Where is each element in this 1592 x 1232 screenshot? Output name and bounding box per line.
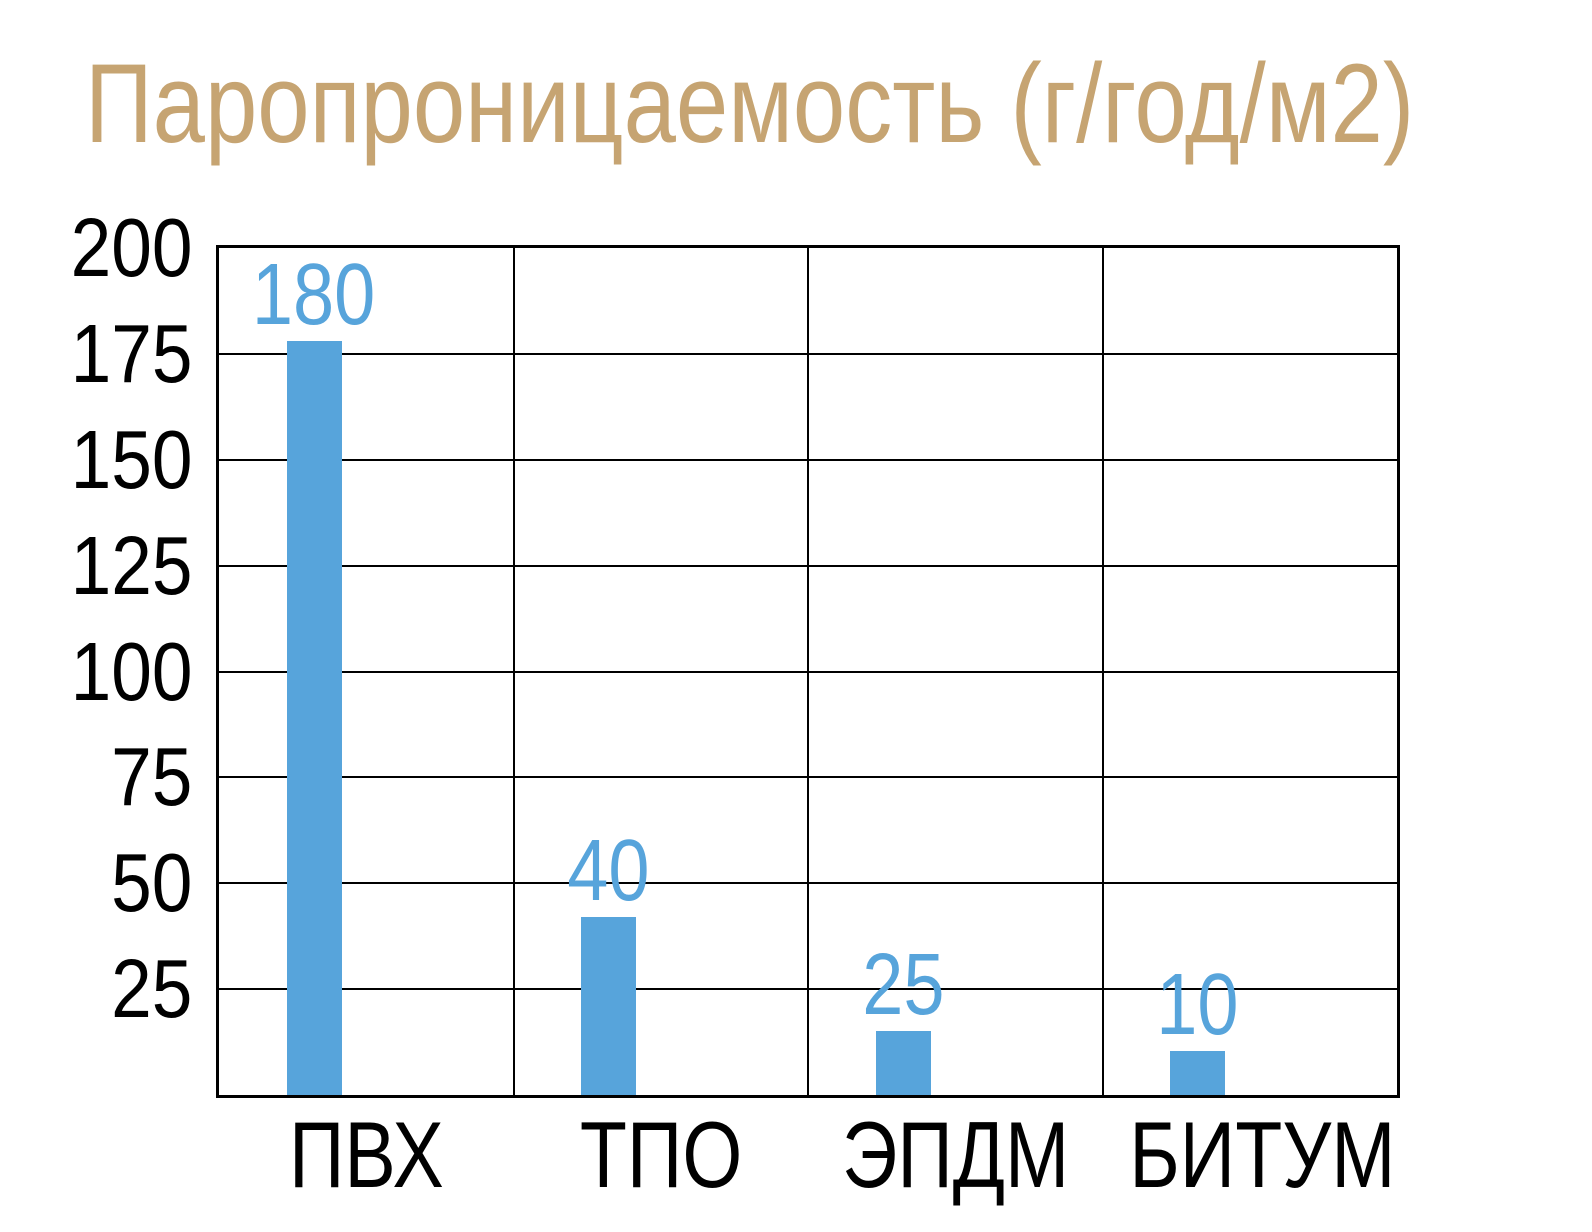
v-gridline	[1101, 248, 1104, 1095]
bar-value-label-text: 10	[1156, 955, 1239, 1053]
x-category-label-text: ТПО	[579, 1102, 742, 1207]
y-tick-label-text: 125	[70, 518, 192, 612]
bar-value-label: 10	[1048, 955, 1348, 1053]
bar	[1170, 1050, 1225, 1095]
bar-value-label-text: 40	[567, 822, 650, 920]
bar	[875, 1031, 931, 1095]
y-tick-label: 50	[0, 836, 192, 930]
x-category-label: ТПО	[511, 1102, 811, 1207]
bar	[581, 917, 636, 1095]
y-tick-label-text: 200	[70, 201, 192, 294]
v-gridline	[512, 248, 515, 1095]
y-tick-label-text: 100	[70, 624, 192, 718]
x-category-label: ПВХ	[216, 1102, 516, 1207]
bar-value-label-text: 25	[861, 936, 945, 1034]
v-gridline	[807, 248, 809, 1095]
gridlines-layer	[219, 248, 1397, 1095]
bar-value-label: 40	[459, 822, 759, 920]
x-category-label: ЭПДМ	[805, 1102, 1105, 1207]
bars-layer: 180 40 25 10	[219, 248, 1397, 1095]
x-category-label: БИТУМ	[1100, 1102, 1400, 1207]
y-tick-label-text: 75	[110, 730, 192, 824]
y-tick-label: 100	[0, 624, 192, 718]
bar-value-label-text: 180	[252, 246, 376, 344]
y-tick-label: 200	[0, 201, 192, 294]
y-tick-label: 25	[0, 942, 192, 1036]
bar-value-label: 25	[753, 936, 1053, 1034]
y-tick-label-text: 150	[70, 412, 192, 506]
y-tick-label: 125	[0, 518, 192, 612]
y-tick-label-text: 175	[70, 306, 192, 400]
chart-title: Паропроницаемость (г/год/м2)	[85, 44, 1592, 164]
y-tick-label-text: 25	[110, 942, 192, 1036]
y-tick-label: 75	[0, 730, 192, 824]
y-tick-label: 175	[0, 306, 192, 400]
x-category-label-text: ЭПДМ	[841, 1102, 1069, 1207]
x-category-label-text: ПВХ	[288, 1102, 444, 1207]
y-tick-label-text: 50	[110, 836, 192, 930]
bar	[286, 341, 342, 1095]
bar-value-label: 180	[164, 246, 464, 344]
plot-area: 180 40 25 10	[216, 245, 1400, 1098]
y-tick-label: 150	[0, 412, 192, 506]
chart-title-text: Паропроницаемость (г/год/м2)	[85, 41, 1415, 166]
x-category-label-text: БИТУМ	[1128, 1102, 1396, 1207]
